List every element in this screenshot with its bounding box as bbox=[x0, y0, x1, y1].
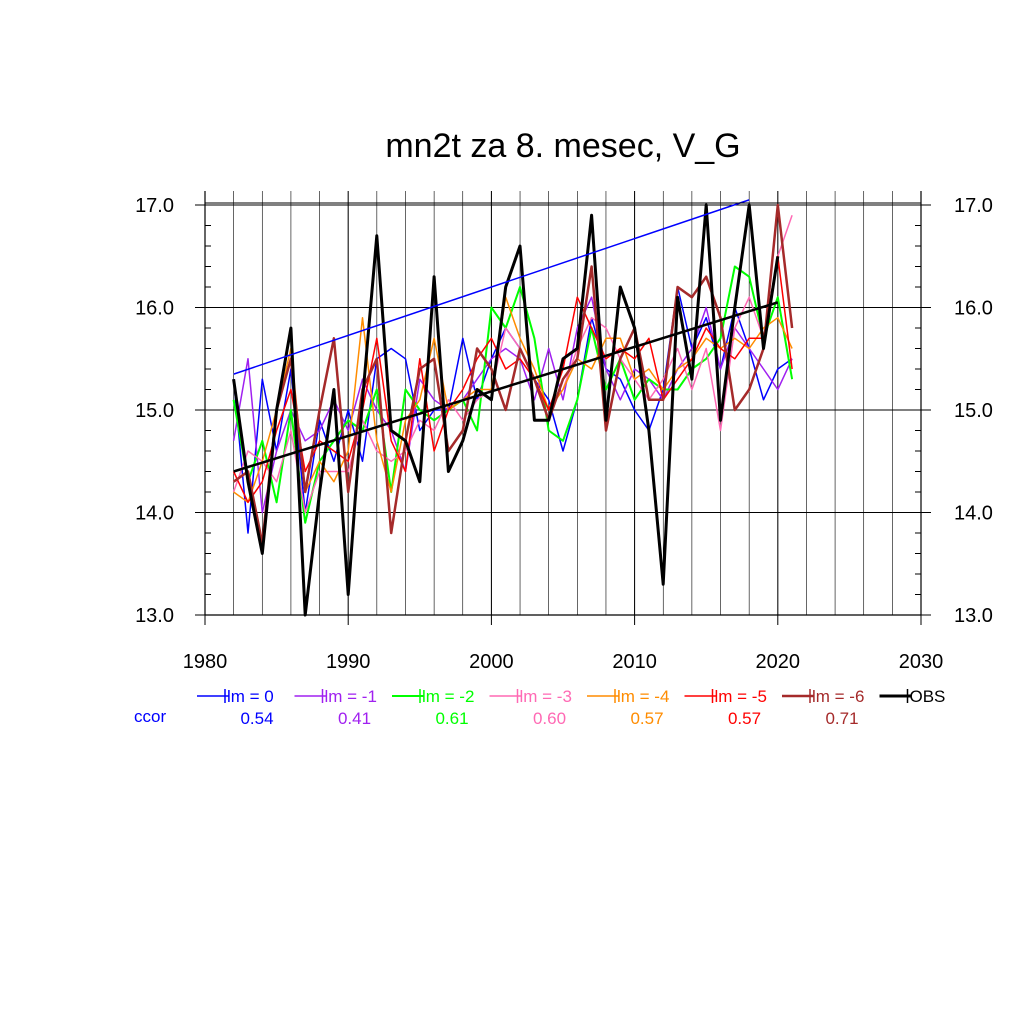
legend-label: lm = -6 bbox=[812, 687, 864, 706]
series-line-obs bbox=[232, 203, 780, 617]
y-tick-label-right: 17.0 bbox=[954, 195, 993, 217]
y-tick-label-left: 17.0 bbox=[135, 195, 174, 217]
x-tick-label: 1990 bbox=[326, 651, 371, 673]
ccor-value: 0.61 bbox=[435, 709, 468, 728]
ccor-value: 0.71 bbox=[825, 709, 858, 728]
y-tick-label-right: 15.0 bbox=[954, 400, 993, 422]
y-tick-label-right: 14.0 bbox=[954, 503, 993, 525]
axes: 13.0 13.0 14.0 14.0 15.0 15.0 16.0 16.0 17.0 17.0… bbox=[135, 191, 993, 673]
ccor-value: 0.60 bbox=[533, 709, 566, 728]
y-tick-label-right: 16.0 bbox=[954, 298, 993, 320]
ccor-label: ccor bbox=[134, 707, 166, 726]
trend-lines bbox=[233, 199, 779, 473]
y-tick-label-left: 14.0 bbox=[135, 503, 174, 525]
y-tick-label-left: 15.0 bbox=[135, 400, 174, 422]
series-line-lm-4 bbox=[233, 296, 793, 504]
x-tick-label: 1980 bbox=[183, 651, 228, 673]
y-tick-label-right: 13.0 bbox=[954, 605, 993, 627]
legend-label: lm = 0 bbox=[227, 687, 274, 706]
trend-line-0 bbox=[233, 199, 750, 375]
trend-line-1 bbox=[233, 301, 779, 473]
ccor-value: 0.54 bbox=[240, 709, 273, 728]
legend: lm = 0 0.54 lm = -1 0.41 lm = -2 0.61 lm = -3 0… bbox=[134, 687, 945, 728]
ccor-value: 0.57 bbox=[728, 709, 761, 728]
legend-label: lm = -2 bbox=[422, 687, 474, 706]
ccor-value: 0.41 bbox=[338, 709, 371, 728]
y-tick-label-left: 16.0 bbox=[135, 298, 174, 320]
x-tick-label: 2030 bbox=[899, 651, 944, 673]
legend-label: lm = -3 bbox=[520, 687, 572, 706]
legend-label: OBS bbox=[910, 687, 946, 706]
legend-label: lm = -4 bbox=[617, 687, 669, 706]
grid bbox=[205, 191, 921, 616]
ccor-value: 0.57 bbox=[630, 709, 663, 728]
chart-title: mn2t za 8. mesec, V_G bbox=[385, 127, 740, 165]
x-tick-label: 2020 bbox=[756, 651, 801, 673]
y-tick-label-left: 13.0 bbox=[135, 605, 174, 627]
legend-label: lm = -5 bbox=[715, 687, 767, 706]
legend-label: lm = -1 bbox=[325, 687, 377, 706]
x-tick-label: 2010 bbox=[612, 651, 657, 673]
x-tick-label: 2000 bbox=[469, 651, 514, 673]
